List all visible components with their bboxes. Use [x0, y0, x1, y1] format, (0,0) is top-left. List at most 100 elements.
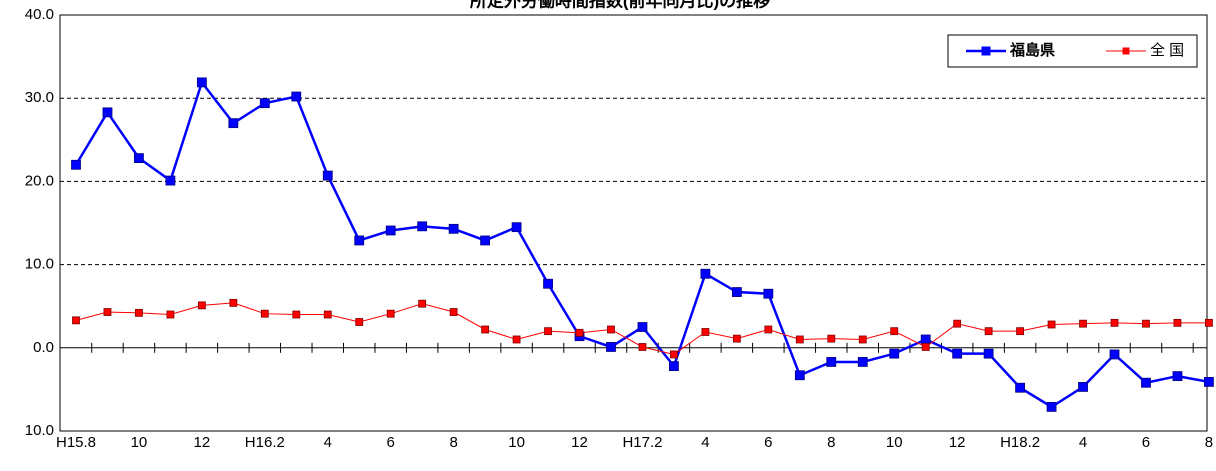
data-point	[259, 98, 270, 109]
data-point	[984, 327, 993, 336]
data-point	[952, 348, 963, 359]
data-point	[544, 327, 552, 336]
x-tick-label: 12	[949, 434, 966, 451]
data-point	[1078, 382, 1088, 392]
x-tick-label: 10	[131, 434, 148, 451]
data-point	[1110, 318, 1119, 327]
data-point	[134, 153, 144, 164]
data-point	[857, 357, 868, 367]
x-tick-label: 10	[886, 434, 903, 451]
data-point	[72, 316, 80, 325]
data-point	[166, 310, 175, 319]
data-point	[795, 335, 804, 344]
data-point	[1142, 319, 1150, 328]
data-point	[1109, 349, 1120, 360]
x-tick-label: 8	[827, 434, 835, 451]
x-tick-label: H15.8	[56, 434, 96, 451]
data-point	[511, 222, 522, 233]
data-point	[354, 235, 365, 246]
data-point	[731, 287, 742, 297]
data-point	[512, 335, 521, 344]
legend-marker	[1122, 47, 1130, 55]
data-point	[1015, 382, 1025, 393]
data-point	[1046, 401, 1057, 412]
x-tick-label: 12	[571, 434, 588, 451]
data-point	[229, 298, 238, 307]
x-tick-label: 6	[764, 434, 772, 451]
data-point	[260, 309, 269, 318]
x-tick-label: 6	[1142, 434, 1150, 451]
data-point	[606, 342, 616, 352]
data-point	[890, 327, 899, 336]
data-point	[197, 301, 206, 310]
data-point	[481, 325, 490, 334]
data-point	[1173, 318, 1182, 327]
y-tick-label: 20.0	[25, 172, 54, 189]
data-point	[355, 318, 364, 326]
data-point	[607, 325, 615, 334]
data-point	[386, 309, 395, 318]
data-point	[323, 310, 332, 319]
data-point	[858, 335, 867, 344]
data-point	[794, 370, 805, 381]
legend: 福島県 全 国	[947, 34, 1198, 68]
x-tick-label: 10	[508, 434, 525, 451]
data-point	[1047, 320, 1056, 329]
data-point	[1016, 327, 1024, 336]
data-point	[1204, 377, 1214, 387]
x-tick-label: 8	[1205, 434, 1213, 451]
data-point	[543, 278, 553, 289]
data-point	[385, 225, 396, 236]
x-tick-label: H16.2	[245, 434, 285, 451]
y-tick-label: 0.0	[33, 339, 54, 356]
data-point	[71, 159, 81, 170]
data-point	[763, 288, 774, 299]
y-tick-label: 10.0	[25, 256, 54, 273]
data-point	[701, 328, 710, 336]
y-tick-label: 30.0	[25, 89, 54, 106]
data-point	[921, 343, 930, 351]
data-point	[637, 322, 648, 332]
data-point	[480, 235, 491, 246]
data-point	[418, 299, 427, 308]
x-tick-label: 6	[387, 434, 395, 451]
data-point	[920, 334, 931, 345]
x-tick-label: 8	[449, 434, 457, 451]
data-point	[1205, 318, 1213, 327]
data-point	[638, 343, 647, 351]
x-tick-label: 12	[194, 434, 211, 451]
data-point	[165, 175, 176, 186]
data-point	[827, 334, 836, 343]
data-point	[448, 223, 459, 234]
data-point	[228, 118, 239, 129]
y-tick-label: 40.0	[25, 6, 54, 23]
data-point	[449, 308, 458, 316]
data-point	[1172, 371, 1183, 381]
data-point	[292, 310, 301, 319]
data-point	[1079, 319, 1087, 328]
data-point	[102, 107, 113, 118]
x-tick-label: 4	[701, 434, 709, 451]
data-point	[575, 328, 584, 337]
legend-marker	[981, 46, 991, 56]
x-tick-label: 4	[324, 434, 332, 451]
data-point	[1141, 377, 1151, 388]
data-point	[889, 348, 900, 359]
data-point	[135, 308, 143, 317]
data-point	[196, 77, 207, 88]
y-tick-label: 10.0	[25, 422, 54, 439]
data-point	[732, 334, 741, 343]
legend-label: 福島県	[1009, 41, 1055, 59]
data-point	[670, 350, 678, 359]
data-point	[322, 170, 333, 181]
chart-title: 所定外労働時間指数(前年同月比)の推移	[470, 0, 770, 10]
data-point	[700, 268, 711, 279]
legend-label: 全 国	[1150, 41, 1184, 59]
data-point	[953, 319, 962, 328]
x-tick-label: H17.2	[622, 434, 662, 451]
x-tick-label: 4	[1079, 434, 1087, 451]
data-point	[826, 357, 837, 367]
data-point	[983, 348, 994, 359]
